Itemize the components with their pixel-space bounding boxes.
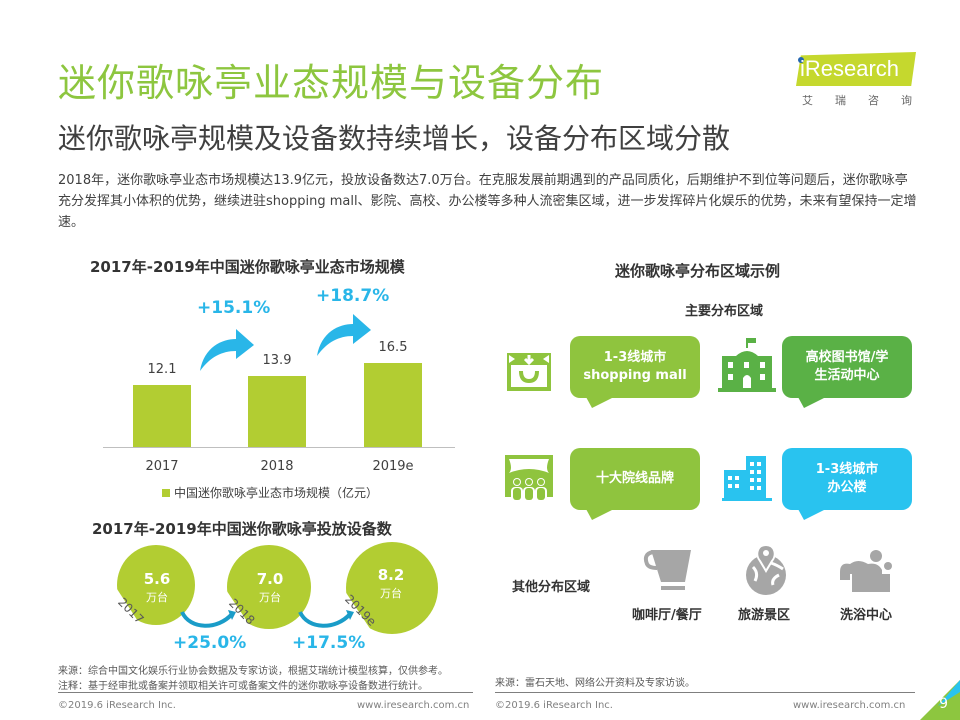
bathtub-icon bbox=[840, 550, 892, 592]
bubble-text: 1-3线城市 bbox=[603, 350, 667, 365]
page-subtitle: 迷你歌咏亭规模及设备数持续增长，设备分布区域分散 bbox=[58, 122, 731, 155]
device-value: 7.0 bbox=[256, 570, 284, 588]
growth-label: +18.7% bbox=[316, 286, 390, 306]
legend-label: 中国迷你歌咏亭业态市场规模（亿元） bbox=[174, 486, 379, 500]
annotation-note: 注释：基于经审批或备案并领取相关许可或备案文件的迷你歌咏亭设备数进行统计。 bbox=[58, 681, 428, 692]
other-region-label: 其他分布区域 bbox=[512, 580, 591, 595]
coffee-cup-icon bbox=[643, 550, 691, 590]
chart-legend: 中国迷你歌咏亭业态市场规模（亿元） bbox=[162, 484, 378, 501]
other-area-label: 旅游景区 bbox=[738, 608, 791, 623]
logo-char: 瑞 bbox=[835, 94, 846, 107]
website-link[interactable]: www.iresearch.com.cn bbox=[357, 700, 470, 711]
logo-chinese: 艾 瑞 咨 询 bbox=[802, 92, 912, 108]
x-axis-line bbox=[103, 447, 455, 448]
curved-arrow-icon bbox=[298, 610, 354, 628]
bar-2018 bbox=[248, 376, 306, 447]
market-chart-title: 2017年-2019年中国迷你歌咏亭业态市场规模 bbox=[90, 258, 405, 276]
logo-text: iResearch bbox=[800, 56, 900, 81]
right-source-note: 来源：雷石天地、网络公开资料及专家访谈。 bbox=[495, 678, 695, 689]
copyright: ©2019.6 iResearch Inc. bbox=[495, 700, 613, 711]
copyright: ©2019.6 iResearch Inc. bbox=[58, 700, 176, 711]
region-bubble-cinema: 十大院线品牌 bbox=[570, 448, 700, 520]
source-note: 来源：综合中国文化娱乐行业协会数据及专家访谈，根据艾瑞统计模型核算，仅供参考。 bbox=[58, 666, 448, 677]
bar-value-label: 13.9 bbox=[262, 353, 292, 368]
bar-2017 bbox=[133, 385, 191, 447]
office-building-icon bbox=[722, 456, 772, 501]
page-number: 9 bbox=[939, 696, 948, 712]
region-bubble-office: 1-3线城市 办公楼 bbox=[782, 448, 912, 520]
device-growth-label: +17.5% bbox=[292, 633, 366, 653]
x-tick-label: 2019e bbox=[372, 459, 414, 474]
device-chart-title: 2017年-2019年中国迷你歌咏亭投放设备数 bbox=[92, 520, 392, 538]
device-unit: 万台 bbox=[259, 591, 281, 604]
growth-arrow-icon bbox=[317, 314, 371, 356]
logo-char: 咨 bbox=[868, 94, 879, 107]
cinema-audience-icon bbox=[505, 455, 553, 501]
bubble-text: 十大院线品牌 bbox=[595, 471, 674, 486]
other-area-label: 咖啡厅/餐厅 bbox=[632, 608, 702, 623]
globe-pin-icon bbox=[746, 545, 786, 595]
x-tick-label: 2018 bbox=[260, 459, 294, 474]
bubble-text: 办公楼 bbox=[827, 480, 867, 495]
main-region-label: 主要分布区域 bbox=[685, 304, 764, 319]
divider bbox=[58, 692, 473, 693]
legend-swatch bbox=[162, 488, 170, 497]
iresearch-logo: iResearch 艾 瑞 咨 询 bbox=[790, 52, 920, 110]
corner-decoration bbox=[920, 680, 960, 720]
device-value: 5.6 bbox=[143, 570, 171, 588]
region-bubble-campus: 高校图书馆/学 生活动中心 bbox=[782, 336, 912, 408]
logo-char: 询 bbox=[901, 94, 912, 107]
bar-value-label: 12.1 bbox=[147, 362, 177, 377]
region-title: 迷你歌咏亭分布区域示例 bbox=[615, 262, 781, 280]
divider bbox=[495, 692, 915, 693]
bar-2019e bbox=[364, 363, 422, 447]
bubble-text: 生活动中心 bbox=[814, 368, 880, 383]
region-bubble-mall: 1-3线城市 shopping mall bbox=[570, 336, 700, 408]
growth-label: +15.1% bbox=[197, 298, 271, 318]
bubble-text: shopping mall bbox=[583, 368, 687, 383]
device-value: 8.2 bbox=[377, 566, 405, 584]
bubble-text: 1-3线城市 bbox=[815, 462, 879, 477]
shopping-bag-icon bbox=[507, 353, 551, 391]
device-unit: 万台 bbox=[146, 591, 168, 604]
other-area-label: 洗浴中心 bbox=[840, 608, 893, 623]
intro-paragraph: 2018年，迷你歌咏亭业态市场规模达13.9亿元，投放设备数达7.0万台。在克服… bbox=[58, 173, 917, 230]
logo-dot-icon bbox=[798, 57, 804, 63]
curved-arrow-icon bbox=[180, 610, 236, 628]
device-unit: 万台 bbox=[380, 587, 402, 600]
school-building-icon bbox=[718, 338, 776, 392]
logo-char: 艾 bbox=[802, 94, 813, 107]
website-link[interactable]: www.iresearch.com.cn bbox=[793, 700, 906, 711]
bar-value-label: 16.5 bbox=[378, 340, 408, 355]
page-title: 迷你歌咏亭业态规模与设备分布 bbox=[58, 61, 605, 105]
logo-band bbox=[796, 52, 916, 86]
bubble-text: 高校图书馆/学 bbox=[805, 350, 889, 365]
growth-arrow-icon bbox=[200, 329, 254, 371]
x-tick-label: 2017 bbox=[145, 459, 179, 474]
device-growth-label: +25.0% bbox=[173, 633, 247, 653]
